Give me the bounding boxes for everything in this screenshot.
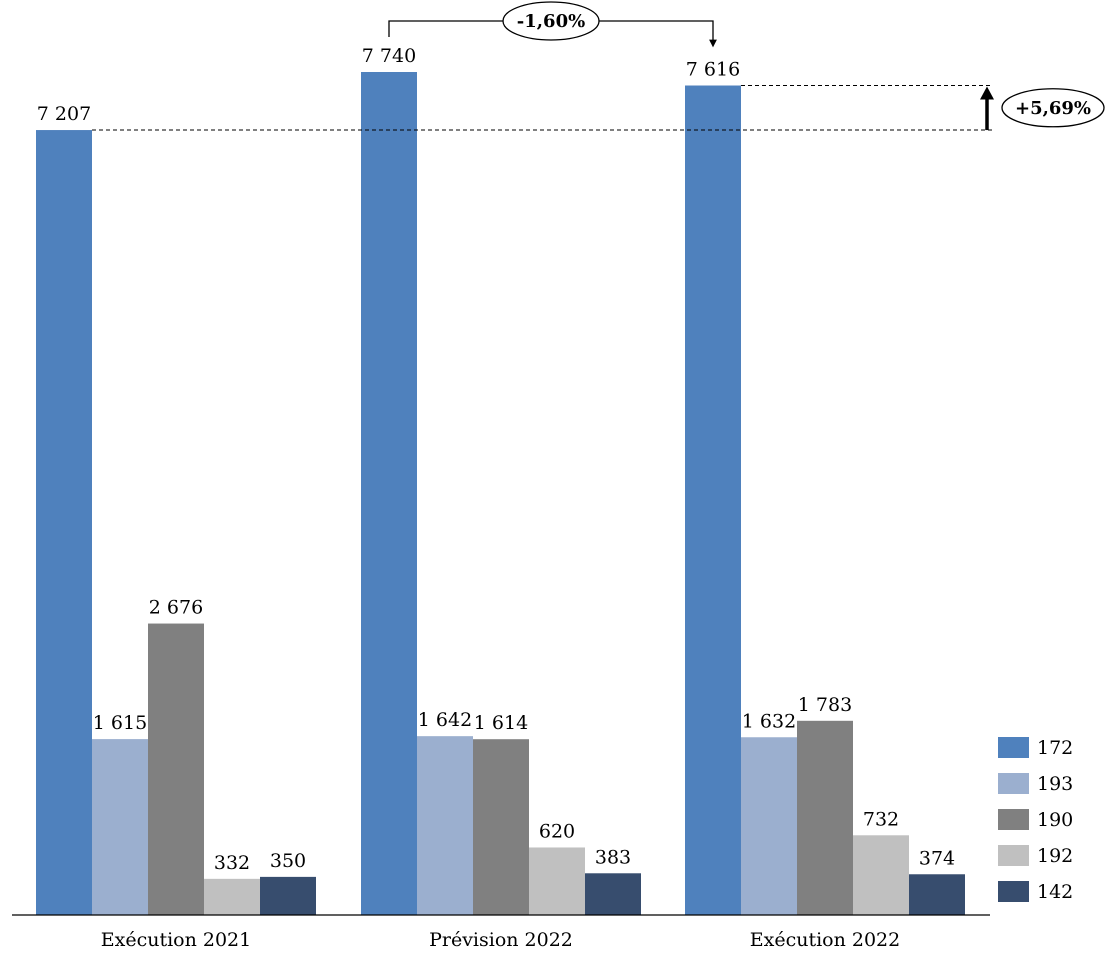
value-label-172-3: 7 616 xyxy=(686,59,740,81)
value-label-190-2: 1 614 xyxy=(474,712,528,734)
category-labels-layer: Exécution 2021 Prévision 2022 Exécution 20… xyxy=(101,929,901,951)
bar-142-3 xyxy=(909,874,965,915)
bar-172-1 xyxy=(36,130,92,916)
legend-swatch-172 xyxy=(998,737,1029,758)
legend-label-172: 172 xyxy=(1037,737,1073,759)
value-label-142-1: 350 xyxy=(270,850,306,872)
legend-label-142: 142 xyxy=(1037,881,1073,903)
bar-192-3 xyxy=(853,835,909,915)
bar-190-1 xyxy=(148,623,204,915)
bar-190-2 xyxy=(473,739,529,915)
category-label-2: Prévision 2022 xyxy=(429,929,573,951)
value-label-193-3: 1 632 xyxy=(742,710,796,732)
legend-swatch-142 xyxy=(998,881,1029,902)
legend-swatch-190 xyxy=(998,809,1029,830)
legend-label-190: 190 xyxy=(1037,809,1073,831)
annotations-layer: -1,60% +5,69% xyxy=(92,1,1105,131)
category-label-1: Exécution 2021 xyxy=(101,929,252,951)
bar-193-1 xyxy=(92,739,148,915)
growth-arrow-head xyxy=(980,86,994,100)
value-label-192-1: 332 xyxy=(214,852,250,874)
value-label-172-2: 7 740 xyxy=(362,45,416,67)
bar-142-2 xyxy=(585,873,641,915)
value-label-172-1: 7 207 xyxy=(37,103,91,125)
bar-193-3 xyxy=(741,737,797,915)
bar-193-2 xyxy=(417,736,473,915)
value-label-193-1: 1 615 xyxy=(93,712,147,734)
annotation-label-1: -1,60% xyxy=(517,11,585,32)
annotation-ellipse-2 xyxy=(1001,88,1105,128)
value-label-190-3: 1 783 xyxy=(798,694,852,716)
legend-swatch-193 xyxy=(998,773,1029,794)
category-label-3: Exécution 2022 xyxy=(750,929,901,951)
bar-172-2 xyxy=(361,72,417,915)
legend: 172 193 190 192 142 xyxy=(998,737,1073,903)
value-label-192-2: 620 xyxy=(539,820,575,842)
value-label-142-2: 383 xyxy=(595,846,631,868)
legend-label-192: 192 xyxy=(1037,845,1073,867)
value-label-190-1: 2 676 xyxy=(149,597,203,619)
value-label-142-3: 374 xyxy=(919,847,955,869)
bar-192-2 xyxy=(529,847,585,915)
value-labels-layer: 7 207 1 615 2 676 332 350 7 740 1 642 1 614 620 3… xyxy=(37,45,955,874)
annotation-ellipse-1 xyxy=(502,1,600,41)
bars-layer xyxy=(36,72,965,916)
legend-swatch-192 xyxy=(998,845,1029,866)
bar-192-1 xyxy=(204,878,260,915)
legend-label-193: 193 xyxy=(1037,773,1073,795)
bar-172-3 xyxy=(685,85,741,915)
value-label-192-3: 732 xyxy=(863,808,899,830)
bar-190-3 xyxy=(797,720,853,915)
annotation-label-2: +5,69% xyxy=(1015,98,1091,119)
value-label-193-2: 1 642 xyxy=(418,709,472,731)
bar-142-1 xyxy=(260,876,316,915)
